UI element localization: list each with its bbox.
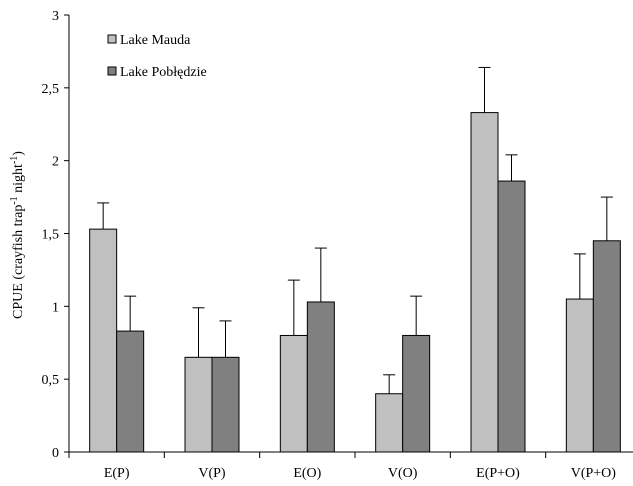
legend-label: Lake Mauda xyxy=(120,33,191,48)
x-tick-label: V(P) xyxy=(198,466,226,481)
legend-swatch xyxy=(107,66,117,76)
x-tick-label: E(P) xyxy=(104,466,130,481)
y-tick-label: 3 xyxy=(52,9,59,24)
bars xyxy=(89,66,621,453)
y-axis: 0 0,5 1 1,5 2 2,5 3 xyxy=(42,9,70,461)
y-axis-label: CPUE (crayfish trap-1 night-1) xyxy=(9,151,26,319)
x-tick-label: E(O) xyxy=(293,466,321,481)
bar xyxy=(497,180,526,453)
legend-swatch xyxy=(107,34,117,44)
x-tick-label: E(P+O) xyxy=(476,466,520,481)
y-tick-label: 0,5 xyxy=(42,373,60,388)
bar xyxy=(184,356,213,453)
y-tick-label: 2,5 xyxy=(42,82,60,97)
x-axis: E(P) V(P) E(O) V(O) E(P+O) V(P+O) xyxy=(68,451,633,481)
y-tick-label: 1,5 xyxy=(42,228,60,243)
y-tick-label: 0 xyxy=(52,446,59,461)
legend-label: Lake Pobłędzie xyxy=(120,65,207,80)
x-tick-label: V(O) xyxy=(388,466,418,481)
bar xyxy=(592,240,621,453)
bar xyxy=(279,334,308,453)
bar xyxy=(306,301,335,453)
bar xyxy=(89,228,118,453)
bar xyxy=(211,356,240,453)
bar xyxy=(470,112,499,453)
bar xyxy=(375,393,404,453)
legend: Lake Mauda Lake Pobłędzie xyxy=(107,33,207,80)
bar xyxy=(402,334,431,453)
y-tick-label: 2 xyxy=(52,155,59,170)
bar xyxy=(116,330,145,453)
x-tick-label: V(P+O) xyxy=(571,466,617,481)
bar xyxy=(565,298,594,453)
y-tick-label: 1 xyxy=(52,300,59,315)
